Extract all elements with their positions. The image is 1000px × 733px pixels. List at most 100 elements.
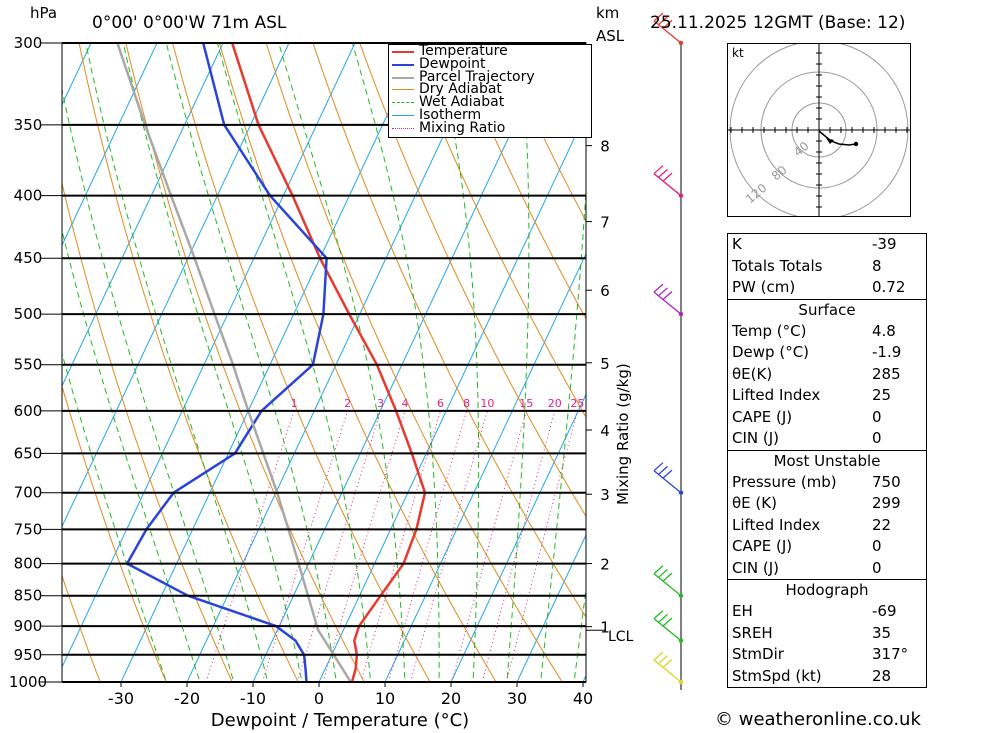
isotherm-line <box>384 252 586 682</box>
legend: Temperature Dewpoint Parcel Trajectory D… <box>388 44 592 138</box>
km-label: km <box>596 4 619 22</box>
index-row: Totals Totals 8 <box>728 256 928 278</box>
mixing-ratio-line <box>205 410 295 682</box>
hodograph-plot: kt 40 80 120 <box>728 44 910 216</box>
wind-barb-feather <box>653 651 664 661</box>
mixing-ratio-label: 20 <box>548 397 562 410</box>
index-label: CIN (J) <box>732 429 780 448</box>
index-label: StmSpd (kt) <box>732 666 822 685</box>
wind-barb-feather <box>653 565 664 575</box>
section-title-surface: Surface <box>798 300 856 319</box>
datetime-label: 25.11.2025 12GMT (Base: 12) <box>650 13 905 33</box>
wind-barb-feather <box>658 613 668 623</box>
index-row: Lifted Index 22 <box>728 515 928 537</box>
index-value: 0 <box>872 429 882 448</box>
index-row: Pressure (mb) 750 <box>728 472 928 494</box>
hodo-ring-label-80: 80 <box>769 163 790 184</box>
isotherm-line <box>450 393 586 682</box>
mixing-ratio-label: 2 <box>344 397 351 410</box>
isotherm-line <box>318 112 586 682</box>
x-tick-label: -10 <box>240 689 266 708</box>
index-value: 4.8 <box>872 321 896 340</box>
index-row: K -39 <box>728 234 928 256</box>
dry-adiabat-line <box>78 43 299 682</box>
legend-item-mixing-ratio: Mixing Ratio <box>389 119 591 136</box>
isotherm-line <box>62 43 356 669</box>
legend-item-isotherm: Isotherm <box>389 106 591 123</box>
wind-barb-feather <box>658 287 668 297</box>
wind-barb <box>653 610 682 642</box>
index-row: θE (K) 299 <box>728 493 928 515</box>
x-tick-label: 20 <box>441 689 461 708</box>
pressure-tick-label: 300 <box>14 34 43 52</box>
isotherm-line <box>62 43 158 247</box>
mixing-ratio-label: 25 <box>570 397 584 410</box>
mixing-ratio-label: 10 <box>480 397 494 410</box>
index-label: PW (cm) <box>732 278 796 297</box>
dewpoint-line <box>125 43 328 682</box>
location-label: 0°00' 0°00'W 71m ASL <box>92 13 287 33</box>
hodo-storm-marker <box>826 138 834 144</box>
mixing-ratio-label: 6 <box>437 397 444 410</box>
copyright[interactable]: © weatheronline.co.uk <box>715 709 921 730</box>
mixing-ratio-label: 15 <box>519 397 533 410</box>
pressure-tick-label: 650 <box>14 444 43 462</box>
index-row: θE(K) 285 <box>728 364 928 386</box>
indices-hodograph: Hodograph EH -69 SREH 35 StmDir 317° StmSpd… <box>727 580 927 688</box>
legend-label: Parcel Trajectory <box>419 68 535 85</box>
index-label: Temp (°C) <box>732 321 807 340</box>
hodo-trace <box>818 130 857 146</box>
dry-adiabat-line <box>405 43 586 419</box>
wind-barb-feather <box>662 19 673 29</box>
index-value: 25 <box>872 386 892 405</box>
wet-adiabat-line <box>216 43 372 682</box>
wind-barb <box>653 651 682 683</box>
isotherm-line <box>62 43 290 528</box>
mixing-ratio-label: 1 <box>291 397 298 410</box>
index-label: EH <box>732 602 753 621</box>
dry-adiabat-line <box>452 43 586 320</box>
legend-label: Isotherm <box>419 106 482 123</box>
hodo-end-point <box>853 141 859 147</box>
index-label: K <box>732 235 742 254</box>
pressure-tick-label: 900 <box>14 617 43 635</box>
pressure-tick-label: 450 <box>14 249 43 267</box>
wind-barbs <box>653 12 684 690</box>
km-tick-label: 3 <box>600 486 610 504</box>
index-value: 0 <box>872 407 882 426</box>
mixing-ratio-label: 4 <box>402 397 409 410</box>
index-label: SREH <box>732 623 773 642</box>
index-value: 28 <box>872 666 892 685</box>
index-value: 35 <box>872 623 892 642</box>
index-label: θE(K) <box>732 364 773 383</box>
pressure-tick-label: 500 <box>14 305 43 323</box>
km-tick-label: 6 <box>600 282 610 300</box>
mixing-ratio-axis-title: Mixing Ratio (g/kg) <box>614 363 632 505</box>
index-label: Lifted Index <box>732 386 821 405</box>
x-tick-label: -20 <box>174 689 200 708</box>
pressure-tick-label: 750 <box>14 520 43 538</box>
isotherm-line <box>516 533 586 682</box>
hodo-unit: kt <box>732 46 744 60</box>
mixing-ratio-label: 8 <box>463 397 470 410</box>
dry-adiabat-line <box>62 574 101 682</box>
index-value: 8 <box>872 256 882 275</box>
legend-item-parcel: Parcel Trajectory <box>389 68 591 85</box>
legend-label: Mixing Ratio <box>419 119 506 136</box>
dry-adiabat-line <box>125 43 365 682</box>
index-label: CIN (J) <box>732 558 780 577</box>
index-row: StmSpd (kt) 28 <box>728 666 928 688</box>
wind-barb-feather <box>658 168 668 178</box>
x-tick-label: 10 <box>375 689 395 708</box>
index-label: Lifted Index <box>732 515 821 534</box>
pressure-tick-label: 1000 <box>9 673 47 691</box>
pressure-tick-label: 800 <box>14 555 43 573</box>
wind-barb-feather <box>653 12 664 22</box>
wind-barb-feather <box>653 165 664 175</box>
index-value: 0 <box>872 558 882 577</box>
hodo-ring-label-120: 120 <box>743 181 770 206</box>
legend-item-dewpoint: Dewpoint <box>389 57 591 71</box>
legend-label: Temperature <box>419 43 508 59</box>
indices-basic: K -39 Totals Totals 8 PW (cm) 0.72 <box>727 233 927 300</box>
